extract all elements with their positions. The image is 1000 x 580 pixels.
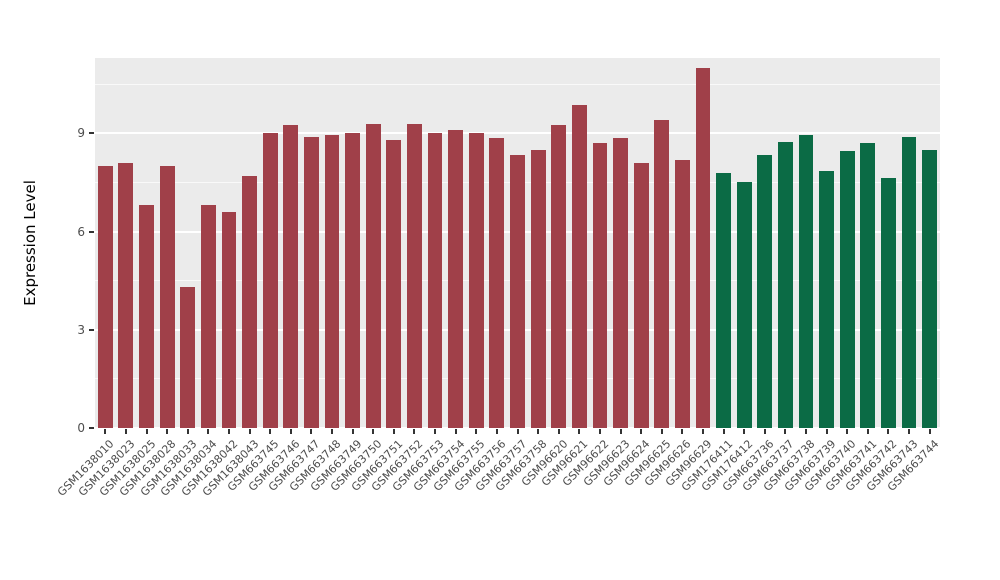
bar	[386, 139, 402, 428]
bar	[489, 138, 505, 428]
bar	[674, 159, 690, 428]
y-tick-mark	[89, 328, 94, 331]
bar	[860, 143, 876, 428]
x-tick-mark	[825, 429, 828, 434]
x-tick-mark	[351, 429, 354, 434]
bar	[180, 287, 196, 428]
minor-gridline	[95, 83, 940, 85]
x-tick-mark	[578, 429, 581, 434]
major-gridline	[95, 427, 940, 429]
x-tick-mark	[289, 429, 292, 434]
y-tick-label: 6	[77, 224, 85, 239]
x-tick-mark	[516, 429, 519, 434]
x-tick-mark	[207, 429, 210, 434]
x-tick-mark	[227, 429, 230, 434]
bar	[407, 123, 422, 428]
x-tick-mark	[887, 429, 890, 434]
x-tick-mark	[145, 429, 148, 434]
bar	[757, 154, 773, 428]
bar	[448, 130, 464, 428]
bar	[530, 149, 546, 428]
x-tick-mark	[537, 429, 540, 434]
y-tick-mark	[89, 230, 94, 233]
y-axis-title: Expression Level	[21, 180, 39, 306]
x-tick-mark	[640, 429, 643, 434]
x-tick-mark	[908, 429, 911, 434]
bar	[427, 133, 443, 428]
y-tick-label: 0	[77, 421, 85, 435]
y-tick-label: 3	[77, 322, 85, 337]
bar	[324, 134, 340, 428]
bar	[551, 125, 567, 428]
y-tick-label: 9	[77, 126, 85, 141]
x-tick-mark	[186, 429, 189, 434]
bar	[468, 133, 484, 428]
x-tick-mark	[124, 429, 127, 434]
x-tick-mark	[557, 429, 560, 434]
bar	[221, 211, 237, 428]
x-tick-mark	[475, 429, 478, 434]
x-tick-mark	[598, 429, 601, 434]
bar	[881, 177, 896, 428]
bar	[695, 67, 711, 428]
bar	[510, 154, 525, 428]
bar	[819, 170, 835, 428]
x-tick-mark	[619, 429, 622, 434]
x-tick-mark	[372, 429, 375, 434]
x-tick-mark	[660, 429, 663, 434]
x-tick-mark	[846, 429, 849, 434]
major-gridline	[95, 132, 940, 135]
bar	[159, 166, 175, 428]
x-tick-mark	[866, 429, 869, 434]
bar	[839, 151, 855, 428]
bar	[613, 138, 628, 428]
x-tick-mark	[805, 429, 808, 434]
bar	[778, 141, 793, 428]
x-tick-mark	[166, 429, 169, 434]
bar	[571, 105, 587, 428]
bar	[283, 125, 299, 428]
x-tick-mark	[495, 429, 498, 434]
x-tick-mark	[104, 429, 107, 434]
x-tick-mark	[743, 429, 746, 434]
x-tick-mark	[763, 429, 766, 434]
y-tick-mark	[89, 427, 94, 429]
x-tick-mark	[413, 429, 416, 434]
bar	[592, 143, 608, 428]
bar	[901, 136, 917, 428]
bar	[736, 182, 752, 428]
bar	[262, 133, 278, 428]
bar	[118, 162, 134, 428]
x-tick-mark	[269, 429, 272, 434]
bar	[139, 205, 154, 428]
x-tick-mark	[681, 429, 684, 434]
bar	[345, 133, 361, 428]
plot-panel	[95, 58, 940, 429]
bar	[716, 172, 731, 428]
x-tick-mark	[701, 429, 704, 434]
bar	[97, 166, 113, 428]
x-tick-mark	[310, 429, 313, 434]
bar	[798, 134, 814, 428]
bar	[633, 162, 649, 428]
bar	[365, 123, 381, 428]
bar	[200, 205, 216, 428]
bar	[922, 149, 938, 428]
x-tick-mark	[434, 429, 437, 434]
bar	[303, 136, 319, 428]
x-tick-mark	[392, 429, 395, 434]
x-tick-mark	[331, 429, 333, 434]
x-tick-mark	[722, 429, 725, 434]
y-tick-mark	[89, 132, 94, 135]
x-tick-mark	[454, 429, 457, 434]
bar	[654, 120, 670, 428]
x-tick-mark	[784, 429, 787, 434]
x-tick-mark	[248, 429, 251, 434]
bar	[242, 175, 257, 428]
x-tick-mark	[928, 429, 931, 434]
